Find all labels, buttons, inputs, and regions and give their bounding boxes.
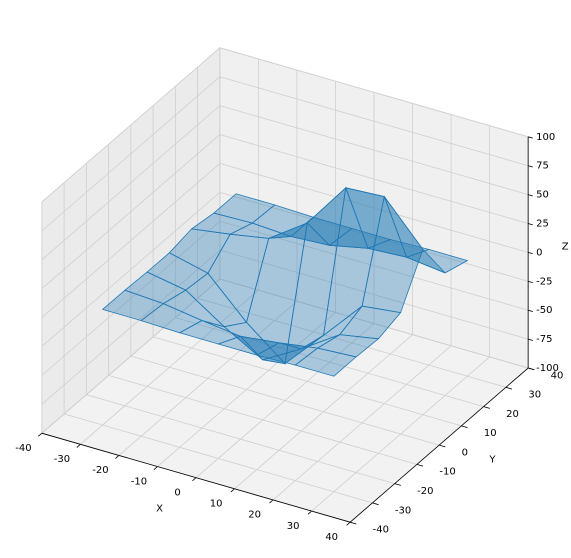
tick-mark (528, 165, 533, 168)
y-tick-label: 10 (484, 428, 497, 439)
x-tick-label: 10 (210, 499, 223, 510)
grid-line (41, 192, 221, 347)
x-axis-label: X (156, 503, 163, 514)
tick-mark (192, 477, 197, 482)
x-tick-label: 0 (174, 487, 180, 498)
z-axis-label: Z (562, 241, 569, 252)
surface-patch (294, 347, 357, 377)
grid-line (41, 249, 221, 405)
y-tick-label: 30 (528, 390, 541, 401)
grid-line (175, 317, 484, 407)
axis-line (349, 367, 529, 523)
grid-line (41, 220, 221, 376)
grid-line (86, 394, 395, 485)
y-tick-label: -30 (395, 505, 411, 516)
x-tick-label: -10 (131, 476, 147, 487)
tick-mark (439, 444, 446, 448)
tick-mark (115, 455, 120, 459)
z-tick-label: 50 (536, 190, 549, 201)
grid-line (219, 249, 529, 340)
tick-mark (38, 432, 43, 437)
grid-line (41, 163, 221, 318)
tick-mark (483, 406, 490, 409)
tick-mark (528, 136, 533, 139)
x-tick-label: -20 (92, 465, 108, 476)
grid-line (130, 355, 440, 446)
tick-mark (528, 309, 533, 312)
z-tick-label: -25 (536, 276, 552, 287)
tick-mark (394, 483, 401, 486)
tick-mark (505, 386, 513, 390)
grid-line (41, 47, 221, 203)
grid-line (41, 76, 221, 232)
grid-line (219, 134, 529, 224)
grid-line (219, 105, 529, 196)
y-tick-label: 40 (551, 370, 564, 381)
x-tick-label: 20 (248, 510, 261, 521)
grid-line (41, 105, 221, 261)
grid-line (219, 191, 529, 282)
tick-mark (76, 444, 81, 448)
z-tick-label: 100 (536, 132, 555, 143)
x-tick-label: -40 (15, 443, 31, 454)
axis-line (41, 432, 351, 523)
grid-line (219, 220, 529, 311)
tick-mark (269, 499, 274, 504)
grid-line (41, 134, 221, 289)
tick-mark (528, 252, 533, 255)
y-tick-label: -20 (417, 486, 433, 497)
y-tick-label: -40 (373, 525, 389, 536)
grid-line (219, 163, 529, 253)
grid-line (219, 47, 529, 138)
grid-line (219, 76, 529, 167)
y-tick-label: 0 (462, 447, 468, 458)
tick-mark (528, 223, 533, 226)
y-axis-label: Y (488, 454, 496, 465)
tick-mark (346, 521, 351, 526)
tick-mark (350, 521, 357, 525)
z-tick-label: 25 (536, 219, 549, 230)
tick-mark (528, 194, 533, 197)
tick-mark (372, 502, 379, 506)
z-tick-label: -100 (536, 363, 559, 374)
x-tick-label: 40 (325, 532, 338, 543)
grid-line (63, 413, 373, 504)
x-tick-label: 30 (287, 521, 300, 532)
z-tick-label: -50 (536, 305, 552, 316)
tick-mark (461, 425, 468, 429)
y-tick-label: 20 (506, 409, 519, 420)
grid-line (219, 278, 529, 369)
grid-line (108, 374, 418, 465)
y-tick-label: -10 (439, 467, 455, 478)
tick-mark (307, 510, 312, 515)
grid-line (152, 336, 462, 427)
z-tick-label: -75 (536, 334, 552, 345)
z-tick-label: 0 (536, 247, 542, 258)
tick-mark (528, 367, 533, 370)
tick-mark (528, 338, 533, 341)
tick-mark (416, 463, 424, 467)
z-tick-label: 75 (536, 161, 549, 172)
tick-mark (230, 488, 235, 493)
tick-mark (528, 280, 533, 284)
x-tick-label: -30 (54, 454, 70, 465)
tick-mark (153, 466, 158, 470)
grid-line (41, 278, 221, 434)
